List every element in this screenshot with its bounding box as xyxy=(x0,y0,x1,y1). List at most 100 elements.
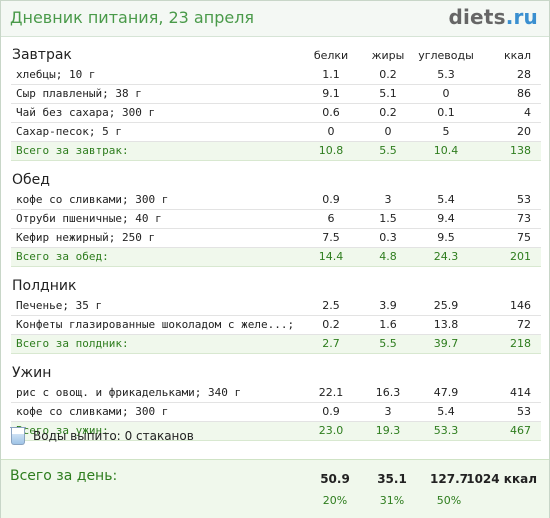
food-protein: 7.5 xyxy=(297,228,365,248)
food-carbs: 0 xyxy=(411,84,481,104)
column-kcal-empty xyxy=(481,276,541,296)
meal-header-row: Полдник xyxy=(11,276,541,296)
day-carbs: 127.7 xyxy=(430,472,468,486)
day-protein-pct: 20% xyxy=(322,494,348,507)
meal-spacer xyxy=(11,160,541,170)
meal-total-label: Всего за полдник: xyxy=(11,334,297,354)
food-kcal: 20 xyxy=(481,122,541,142)
meal-title: Обед xyxy=(12,172,50,188)
food-carbs: 9.4 xyxy=(411,209,481,229)
food-row[interactable]: Чай без сахара; 300 г 0.6 0.2 0.1 4 xyxy=(11,103,541,123)
food-fat: 3.9 xyxy=(365,296,411,316)
column-protein: белки xyxy=(313,48,349,62)
food-kcal: 86 xyxy=(481,84,541,104)
site-logo[interactable]: diets.ru xyxy=(448,5,538,29)
column-protein-empty xyxy=(297,276,365,296)
food-name[interactable]: кофе со сливками; 300 г xyxy=(11,402,297,422)
food-carbs: 5.4 xyxy=(411,190,481,210)
meal-title: Ужин xyxy=(12,365,52,381)
food-carbs: 47.9 xyxy=(411,383,481,403)
food-name[interactable]: Чай без сахара; 300 г xyxy=(11,103,297,123)
meal-total-kcal: 218 xyxy=(481,334,541,354)
meal-total-fat: 19.3 xyxy=(365,421,411,441)
meal-total-label: Всего за завтрак: xyxy=(11,141,297,161)
food-carbs: 9.5 xyxy=(411,228,481,248)
meal-total-kcal: 201 xyxy=(481,247,541,267)
column-fat: жиры xyxy=(371,48,405,62)
meal-header-row: Завтрак белки жиры углеводы ккал xyxy=(11,45,541,65)
column-kcal: ккал xyxy=(503,48,531,62)
day-fat-pct: 31% xyxy=(379,494,405,507)
food-kcal: 414 xyxy=(481,383,541,403)
food-name[interactable]: Печенье; 35 г xyxy=(11,296,297,316)
food-row[interactable]: хлебцы; 10 г 1.1 0.2 5.3 28 xyxy=(11,65,541,85)
food-fat: 16.3 xyxy=(365,383,411,403)
meal-total-carbs: 53.3 xyxy=(411,421,481,441)
water-value: 0 стаканов xyxy=(124,429,194,443)
column-kcal-empty xyxy=(481,170,541,190)
food-kcal: 53 xyxy=(481,402,541,422)
food-row[interactable]: Конфеты глазированные шоколадом с желе..… xyxy=(11,315,541,335)
column-carbs-empty xyxy=(411,276,481,296)
food-fat: 0.2 xyxy=(365,65,411,85)
food-name[interactable]: Кефир нежирный; 250 г xyxy=(11,228,297,248)
day-total: Всего за день: 50.9 35.1 127.7 1024 ккал… xyxy=(1,459,549,518)
food-fat: 3 xyxy=(365,402,411,422)
food-name[interactable]: хлебцы; 10 г xyxy=(11,65,297,85)
food-name[interactable]: рис с овощ. и фрикадельками; 340 г xyxy=(11,383,297,403)
meal-title: Полдник xyxy=(12,278,77,294)
meal-spacer xyxy=(11,266,541,276)
column-fat-empty xyxy=(365,363,411,383)
food-row[interactable]: Кефир нежирный; 250 г 7.5 0.3 9.5 75 xyxy=(11,228,541,248)
meal-total-kcal: 467 xyxy=(481,421,541,441)
food-name[interactable]: Отруби пшеничные; 40 г xyxy=(11,209,297,229)
food-name[interactable]: Сахар-песок; 5 г xyxy=(11,122,297,142)
food-name[interactable]: Конфеты глазированные шоколадом с желе..… xyxy=(11,315,297,335)
meal-total-carbs: 24.3 xyxy=(411,247,481,267)
meal-total-fat: 5.5 xyxy=(365,334,411,354)
meal-total-row: Всего за обед: 14.4 4.8 24.3 201 xyxy=(11,247,541,267)
meal-total-row: Всего за ужин: 23.0 19.3 53.3 467 xyxy=(11,421,541,441)
food-protein: 0.2 xyxy=(297,315,365,335)
meal-header-row: Обед xyxy=(11,170,541,190)
food-kcal: 28 xyxy=(481,65,541,85)
food-kcal: 72 xyxy=(481,315,541,335)
food-kcal: 75 xyxy=(481,228,541,248)
meal-total-label: Всего за обед: xyxy=(11,247,297,267)
food-protein: 1.1 xyxy=(297,65,365,85)
column-protein-empty xyxy=(297,170,365,190)
column-protein-empty xyxy=(297,363,365,383)
food-fat: 3 xyxy=(365,190,411,210)
food-row[interactable]: Печенье; 35 г 2.5 3.9 25.9 146 xyxy=(11,296,541,316)
column-fat-empty xyxy=(365,170,411,190)
meal-total-row: Всего за полдник: 2.7 5.5 39.7 218 xyxy=(11,334,541,354)
day-carbs-pct: 50% xyxy=(436,494,462,507)
diary-header: Дневник питания, 23 апреля diets.ru xyxy=(1,1,549,37)
spacer-cell xyxy=(11,266,541,276)
food-row[interactable]: кофе со сливками; 300 г 0.9 3 5.4 53 xyxy=(11,190,541,210)
meal-total-protein: 10.8 xyxy=(297,141,365,161)
food-protein: 6 xyxy=(297,209,365,229)
food-row[interactable]: Сыр плавленый; 38 г 9.1 5.1 0 86 xyxy=(11,84,541,104)
food-fat: 0.3 xyxy=(365,228,411,248)
food-name[interactable]: Сыр плавленый; 38 г xyxy=(11,84,297,104)
meal-total-carbs: 39.7 xyxy=(411,334,481,354)
food-carbs: 25.9 xyxy=(411,296,481,316)
food-table: Завтрак белки жиры углеводы ккал хлебцы; 10 г… xyxy=(11,45,541,441)
food-carbs: 5.3 xyxy=(411,65,481,85)
meal-total-label: Всего за ужин: xyxy=(11,421,297,441)
food-row[interactable]: Отруби пшеничные; 40 г 6 1.5 9.4 73 xyxy=(11,209,541,229)
meal-total-fat: 5.5 xyxy=(365,141,411,161)
food-fat: 0.2 xyxy=(365,103,411,123)
water-glass-icon[interactable] xyxy=(10,427,26,445)
food-row[interactable]: Сахар-песок; 5 г 0 0 5 20 xyxy=(11,122,541,142)
food-carbs: 0.1 xyxy=(411,103,481,123)
food-row[interactable]: кофе со сливками; 300 г 0.9 3 5.4 53 xyxy=(11,402,541,422)
food-protein: 0.9 xyxy=(297,402,365,422)
food-name[interactable]: кофе со сливками; 300 г xyxy=(11,190,297,210)
column-fat-empty xyxy=(365,276,411,296)
food-row[interactable]: рис с овощ. и фрикадельками; 340 г 22.1 16… xyxy=(11,383,541,403)
meal-total-row: Всего за завтрак: 10.8 5.5 10.4 138 xyxy=(11,141,541,161)
meal-total-protein: 2.7 xyxy=(297,334,365,354)
meal-spacer xyxy=(11,353,541,363)
